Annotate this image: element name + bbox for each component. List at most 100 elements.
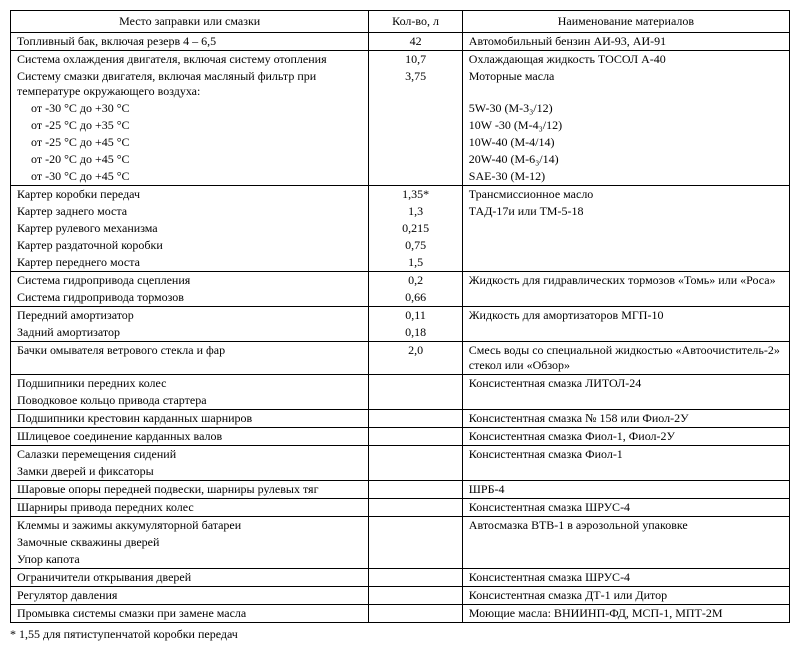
cell-location: Картер раздаточной коробки <box>11 237 369 254</box>
table-row: Картер переднего моста1,5 <box>11 254 790 272</box>
cell-qty: 1,35* <box>369 186 462 204</box>
cell-material: Моторные масла <box>462 68 789 100</box>
cell-qty <box>369 463 462 481</box>
cell-location: Картер рулевого механизма <box>11 220 369 237</box>
cell-qty: 0,11 <box>369 307 462 325</box>
table-row: Упор капота <box>11 551 790 569</box>
cell-location: Картер коробки передач <box>11 186 369 204</box>
table-row: Шлицевое соединение карданных валовКонси… <box>11 428 790 446</box>
cell-material: Жидкость для гидравлических тормозов «То… <box>462 272 789 290</box>
cell-qty <box>369 499 462 517</box>
cell-location: Поводковое кольцо привода стартера <box>11 392 369 410</box>
cell-material: Консистентная смазка № 158 или Фиол-2У <box>462 410 789 428</box>
cell-material <box>462 220 789 237</box>
cell-material: Автосмазка ВТВ-1 в аэрозольной упаковке <box>462 517 789 535</box>
cell-location: Картер переднего моста <box>11 254 369 272</box>
table-row: Регулятор давленияКонсистентная смазка Д… <box>11 587 790 605</box>
cell-material <box>462 289 789 307</box>
cell-location: Замочные скважины дверей <box>11 534 369 551</box>
cell-location: Упор капота <box>11 551 369 569</box>
cell-qty <box>369 151 462 168</box>
cell-location: от -30 °С до +45 °С <box>11 168 369 186</box>
table-row: Замки дверей и фиксаторы <box>11 463 790 481</box>
cell-material: Моющие масла: ВНИИНП-ФД, МСП-1, МПТ-2М <box>462 605 789 623</box>
cell-location: Задний амортизатор <box>11 324 369 342</box>
table-row: Система гидропривода тормозов0,66 <box>11 289 790 307</box>
table-row: Шарниры привода передних колес Консистент… <box>11 499 790 517</box>
table-row: Система охлаждения двигателя, включая си… <box>11 51 790 69</box>
cell-material <box>462 463 789 481</box>
cell-material: 10W -30 (М-4₃/12) <box>462 117 789 134</box>
cell-location: от -25 °С до +35 °С <box>11 117 369 134</box>
cell-qty <box>369 481 462 499</box>
cell-location: Салазки перемещения сидений <box>11 446 369 464</box>
cell-qty <box>369 410 462 428</box>
cell-location: Промывка системы смазки при замене масла <box>11 605 369 623</box>
cell-qty <box>369 392 462 410</box>
cell-qty <box>369 446 462 464</box>
cell-material: Трансмиссионное масло <box>462 186 789 204</box>
table-row: Передний амортизатор0,11Жидкость для амо… <box>11 307 790 325</box>
table-row: Картер коробки передач1,35*Трансмиссионн… <box>11 186 790 204</box>
cell-qty: 0,2 <box>369 272 462 290</box>
table-row: Бачки омывателя ветрового стекла и фар2,… <box>11 342 790 375</box>
table-row: Салазки перемещения сиденийКонсистентная… <box>11 446 790 464</box>
cell-qty: 2,0 <box>369 342 462 375</box>
table-row: Шаровые опоры передней подвески, шарниры… <box>11 481 790 499</box>
table-row: от -20 °С до +45 °С20W-40 (М-6₃/14) <box>11 151 790 168</box>
col-header-quantity: Кол-во, л <box>369 11 462 33</box>
table-row: Картер рулевого механизма0,215 <box>11 220 790 237</box>
cell-location: Картер заднего моста <box>11 203 369 220</box>
cell-location: Систему смазки двигателя, включая маслян… <box>11 68 369 100</box>
cell-material: Жидкость для амортизаторов МГП-10 <box>462 307 789 325</box>
cell-qty: 3,75 <box>369 68 462 100</box>
table-row: от -25 °С до +35 °С 10W -30 (М-4₃/12) <box>11 117 790 134</box>
cell-qty <box>369 428 462 446</box>
cell-material: SAE-30 (М-12) <box>462 168 789 186</box>
table-row: Картер заднего моста1,3ТАД-17и или ТМ-5-… <box>11 203 790 220</box>
lubrication-table: Место заправки или смазки Кол-во, л Наим… <box>10 10 790 623</box>
cell-material <box>462 237 789 254</box>
table-row: Систему смазки двигателя, включая маслян… <box>11 68 790 100</box>
table-row: Замочные скважины дверей <box>11 534 790 551</box>
cell-qty <box>369 569 462 587</box>
cell-qty <box>369 605 462 623</box>
table-row: от -25 °С до +45 °С10W-40 (М-4/14) <box>11 134 790 151</box>
cell-qty: 1,3 <box>369 203 462 220</box>
cell-material: Смесь воды со специальной жидкостью «Авт… <box>462 342 789 375</box>
cell-material: Консистентная смазка ЛИТОЛ-24 <box>462 375 789 393</box>
cell-location: от -30 °С до +30 °С <box>11 100 369 117</box>
cell-qty: 0,66 <box>369 289 462 307</box>
cell-location: Шаровые опоры передней подвески, шарниры… <box>11 481 369 499</box>
cell-material: ШРБ-4 <box>462 481 789 499</box>
table-row: Подшипники крестовин карданных шарнировК… <box>11 410 790 428</box>
table-row: от -30 °С до +45 °С SAE-30 (М-12) <box>11 168 790 186</box>
cell-qty: 0,215 <box>369 220 462 237</box>
cell-location: от -25 °С до +45 °С <box>11 134 369 151</box>
table-row: Задний амортизатор0,18 <box>11 324 790 342</box>
cell-material <box>462 551 789 569</box>
table-row: Поводковое кольцо привода стартера <box>11 392 790 410</box>
cell-material: Консистентная смазка ШРУС-4 <box>462 569 789 587</box>
cell-location: от -20 °С до +45 °С <box>11 151 369 168</box>
cell-material: 5W-30 (М-3₃/12) <box>462 100 789 117</box>
cell-material <box>462 534 789 551</box>
cell-material: ТАД-17и или ТМ-5-18 <box>462 203 789 220</box>
cell-qty <box>369 117 462 134</box>
cell-qty: 1,5 <box>369 254 462 272</box>
col-header-material: Наименование материалов <box>462 11 789 33</box>
table-row: Картер раздаточной коробки0,75 <box>11 237 790 254</box>
cell-material <box>462 324 789 342</box>
table-row: Система гидропривода сцепления0,2Жидкост… <box>11 272 790 290</box>
cell-location: Шарниры привода передних колес <box>11 499 369 517</box>
cell-qty <box>369 534 462 551</box>
col-header-location: Место заправки или смазки <box>11 11 369 33</box>
cell-location: Топливный бак, включая резерв 4 – 6,5 <box>11 33 369 51</box>
cell-qty <box>369 551 462 569</box>
cell-material: Консистентная смазка ШРУС-4 <box>462 499 789 517</box>
cell-location: Система гидропривода сцепления <box>11 272 369 290</box>
table-header-row: Место заправки или смазки Кол-во, л Наим… <box>11 11 790 33</box>
cell-location: Система гидропривода тормозов <box>11 289 369 307</box>
cell-qty <box>369 134 462 151</box>
footnote: * 1,55 для пятиступенчатой коробки перед… <box>10 627 790 642</box>
